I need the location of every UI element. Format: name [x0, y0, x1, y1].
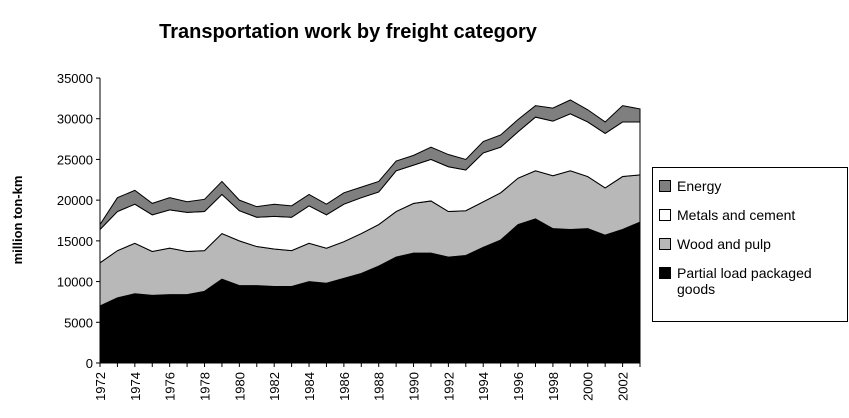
legend-item: Partial load packaged goods [659, 265, 841, 297]
x-tick-label: 1992 [441, 372, 456, 401]
x-tick-label: 1996 [511, 372, 526, 401]
y-axis-label: million ton-km [10, 176, 25, 265]
y-tick-label: 5000 [64, 315, 93, 330]
legend-label: Metals and cement [677, 207, 796, 223]
y-tick-label: 25000 [57, 152, 93, 167]
x-tick-label: 1984 [302, 372, 317, 401]
legend-swatch [659, 209, 671, 221]
legend-label: Energy [677, 178, 722, 194]
x-tick-label: 1986 [337, 372, 352, 401]
y-tick-label: 35000 [57, 71, 93, 86]
y-tick-label: 30000 [57, 112, 93, 127]
y-tick-label: 20000 [57, 193, 93, 208]
x-tick-label: 1976 [163, 372, 178, 401]
legend-item: Energy [659, 178, 841, 194]
x-tick-label: 1998 [546, 372, 561, 401]
x-tick-label: 1972 [93, 372, 108, 401]
legend-label: Partial load packaged goods [677, 265, 812, 297]
x-tick-label: 1980 [232, 372, 247, 401]
x-tick-label: 1994 [476, 372, 491, 401]
y-tick-label: 10000 [57, 275, 93, 290]
chart-title: Transportation work by freight category [159, 21, 538, 43]
x-tick-label: 1974 [128, 372, 143, 401]
y-tick-label: 0 [86, 356, 93, 371]
x-tick-label: 1990 [407, 372, 422, 401]
legend-swatch [659, 238, 671, 250]
legend-swatch [659, 267, 671, 279]
legend-item: Wood and pulp [659, 236, 841, 252]
x-tick-label: 1982 [267, 372, 282, 401]
legend-label: Wood and pulp [677, 236, 771, 252]
x-tick-label: 1988 [372, 372, 387, 401]
x-tick-label: 2000 [581, 372, 596, 401]
x-tick-label: 1978 [198, 372, 213, 401]
legend-swatch [659, 180, 671, 192]
y-tick-label: 15000 [57, 234, 93, 249]
legend-item: Metals and cement [659, 207, 841, 223]
x-tick-label: 2002 [616, 372, 631, 401]
area [99, 99, 641, 231]
legend: Energy Metals and cement Wood and pulp Part… [652, 167, 848, 322]
